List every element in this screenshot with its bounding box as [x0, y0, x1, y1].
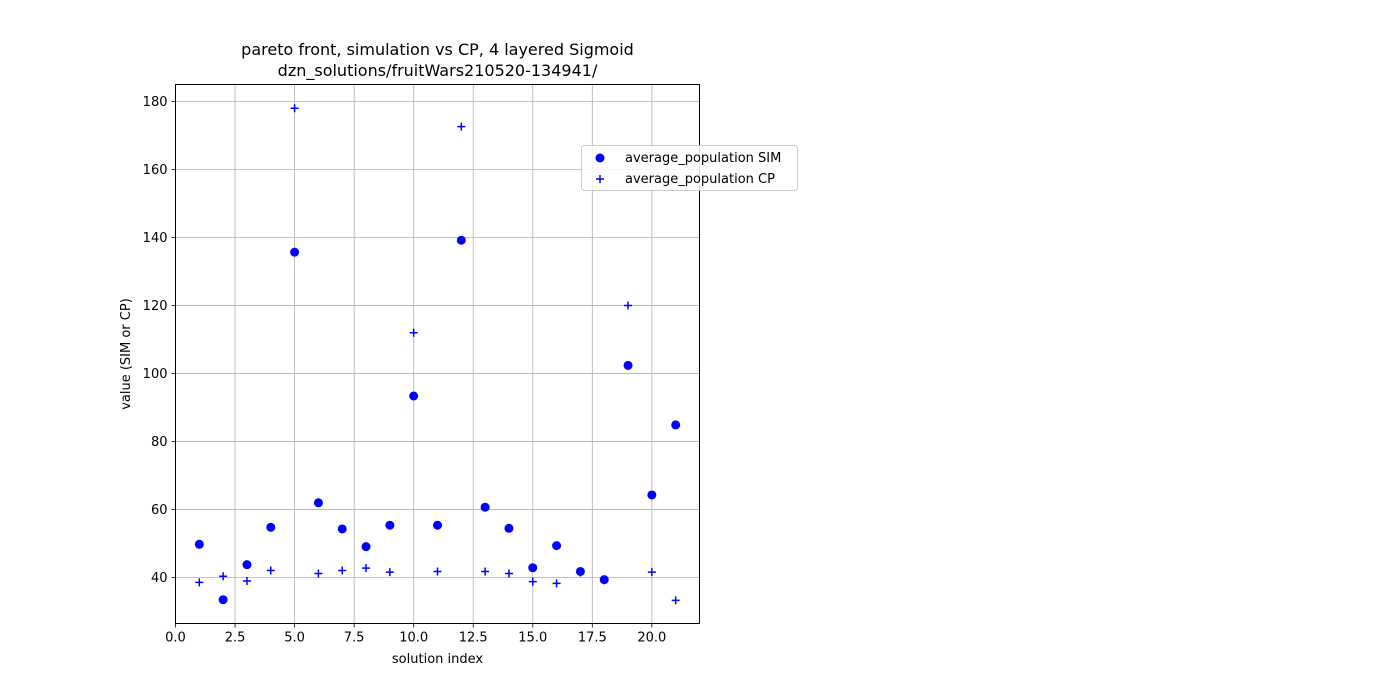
cp-point — [385, 568, 394, 577]
axis-ticks: 0.0 2.5 5.0 7.5 10.0 12.5 15.0 17.5 20.0 40 60 80 10… — [143, 95, 667, 645]
x-tick-label: 17.5 — [578, 631, 607, 646]
chart-title-line-1: pareto front, simulation vs CP, 4 layere… — [241, 40, 634, 59]
x-tick-label: 15.0 — [518, 631, 547, 646]
legend-label-cp: average_population CP — [625, 172, 775, 187]
sim-point — [671, 420, 681, 430]
y-tick-label: 100 — [143, 367, 168, 382]
sim-point — [456, 235, 466, 245]
cp-point — [409, 328, 418, 337]
sim-point — [385, 520, 395, 530]
sim-point — [480, 502, 490, 512]
sim-point — [409, 391, 419, 401]
sim-point — [242, 560, 252, 570]
legend: average_population SIM average_populatio… — [581, 145, 798, 191]
y-tick-label: 40 — [151, 571, 168, 586]
sim-point — [552, 541, 562, 551]
cp-point — [266, 566, 275, 575]
y-tick-label: 60 — [151, 503, 168, 518]
cp-point — [504, 569, 513, 578]
cp-point — [457, 122, 466, 131]
cp-point — [314, 569, 323, 578]
x-tick-label: 7.5 — [344, 631, 365, 646]
grid-lines — [175, 84, 700, 624]
sim-point — [361, 542, 371, 552]
x-tick-label: 10.0 — [399, 631, 428, 646]
sim-point — [266, 522, 276, 532]
x-tick-label: 0.0 — [165, 631, 186, 646]
cp-point — [528, 577, 537, 586]
cp-point — [481, 567, 490, 576]
y-tick-label: 80 — [151, 435, 168, 450]
x-tick-label: 20.0 — [637, 631, 666, 646]
cp-point — [338, 566, 347, 575]
cp-point — [671, 596, 680, 605]
x-tick-label: 5.0 — [284, 631, 305, 646]
sim-point — [194, 539, 204, 549]
legend-label-sim: average_population SIM — [625, 151, 781, 166]
y-tick-label: 180 — [143, 95, 168, 110]
x-tick-label: 2.5 — [225, 631, 246, 646]
sim-point — [337, 524, 347, 534]
cp-point — [219, 572, 228, 581]
cp-point — [195, 578, 204, 587]
sim-point — [313, 498, 323, 508]
data-points — [194, 104, 681, 605]
x-axis-label: solution index — [392, 652, 483, 667]
legend-marker-cp — [596, 175, 604, 183]
legend-marker-sim — [595, 153, 605, 163]
y-tick-label: 120 — [143, 299, 168, 314]
cp-point — [433, 567, 442, 576]
cp-point — [242, 576, 251, 585]
cp-point — [290, 104, 299, 113]
legend-frame — [581, 145, 798, 191]
sim-point — [623, 360, 633, 370]
cp-point — [647, 568, 656, 577]
cp-point — [576, 568, 585, 577]
sim-point — [647, 490, 657, 500]
chart-title-line-2: dzn_solutions/fruitWars210520-134941/ — [278, 61, 598, 81]
cp-point — [362, 564, 371, 573]
y-tick-label: 140 — [143, 231, 168, 246]
sim-point — [218, 595, 228, 605]
y-tick-label: 160 — [143, 163, 168, 178]
sim-point — [290, 247, 300, 257]
cp-point — [600, 576, 609, 585]
sim-point — [504, 523, 514, 533]
sim-point — [433, 520, 442, 530]
sim-point — [528, 563, 538, 573]
y-axis-label: value (SIM or CP) — [119, 298, 134, 410]
cp-point — [552, 579, 561, 588]
x-tick-label: 12.5 — [459, 631, 488, 646]
cp-point — [624, 301, 633, 310]
plot-frame — [175, 84, 700, 624]
